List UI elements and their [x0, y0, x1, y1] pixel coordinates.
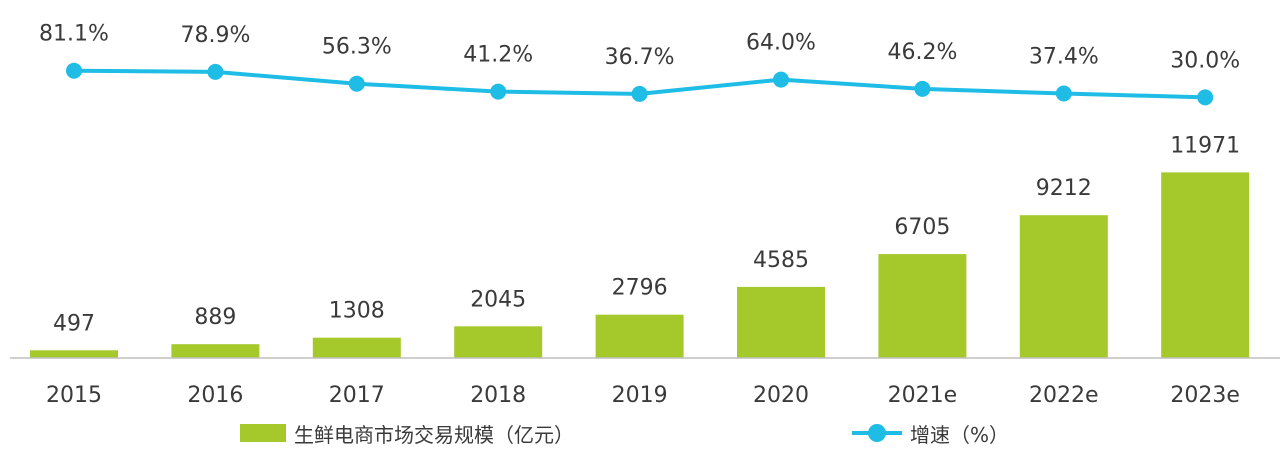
x-tick-label-2021e: 2021e [888, 383, 958, 408]
bar-value-labels: 497 889 1308 2045 2796 4585 6705 9212 11971 [53, 133, 1240, 336]
bar-value-label-2018: 2045 [470, 287, 526, 312]
bar-2017 [312, 337, 401, 358]
x-tick-label-2015: 2015 [46, 383, 102, 408]
growth-point-2017 [348, 75, 365, 92]
x-tick-label-2023e: 2023e [1170, 383, 1240, 408]
bar-2020 [737, 286, 825, 358]
growth-value-label-2022e: 37.4% [1029, 45, 1099, 70]
x-tick-label-2018: 2018 [470, 383, 526, 408]
growth-line-group [66, 62, 1214, 106]
growth-point-2023e [1197, 89, 1214, 106]
growth-point-2022e [1055, 85, 1072, 102]
legend-bar-swatch [240, 424, 286, 442]
bar-2015 [30, 350, 118, 358]
growth-value-label-2015: 81.1% [39, 22, 109, 47]
growth-value-label-2017: 56.3% [322, 35, 392, 60]
bar-value-label-2019: 2796 [612, 276, 668, 301]
x-tick-label-2020: 2020 [753, 383, 809, 408]
growth-point-2019 [631, 85, 648, 102]
growth-point-2021e [914, 80, 931, 97]
bar-2019 [595, 314, 684, 358]
growth-value-label-2020: 64.0% [746, 31, 816, 56]
bar-2018 [454, 326, 543, 358]
legend-bar-label: 生鲜电商市场交易规模（亿元） [294, 422, 574, 447]
bar-value-label-2022e: 9212 [1036, 176, 1092, 201]
x-tick-label-2017: 2017 [329, 383, 385, 408]
legend-line: 增速（%） [852, 418, 1009, 448]
growth-point-2018 [490, 83, 507, 100]
bar-value-label-2017: 1308 [329, 299, 385, 324]
growth-point-2015 [66, 62, 82, 79]
growth-value-label-2018: 41.2% [463, 43, 533, 68]
growth-value-label-2016: 78.9% [180, 23, 250, 48]
bar-2022e [1019, 215, 1108, 358]
growth-value-labels: 81.1% 78.9% 56.3% 41.2% 36.7% 64.0% 46.2% 37.4%… [39, 22, 1240, 74]
bar-value-label-2021e: 6705 [894, 215, 950, 240]
growth-point-2016 [207, 63, 224, 80]
legend-bar: 生鲜电商市场交易规模（亿元） [240, 418, 574, 448]
x-tick-label-2022e: 2022e [1029, 383, 1099, 408]
x-tick-label-2019: 2019 [612, 383, 668, 408]
bar-value-label-2015: 497 [53, 311, 95, 336]
x-tick-labels: 2015 2016 2017 2018 2019 2020 2021e 2022e 2023e [46, 383, 1240, 408]
growth-point-2020 [773, 71, 789, 88]
growth-value-label-2019: 36.7% [605, 45, 675, 70]
bar-2016 [171, 344, 260, 358]
growth-value-label-2021e: 46.2% [887, 40, 957, 65]
bar-2021e [878, 254, 967, 358]
bar-value-label-2016: 889 [194, 305, 236, 330]
bar-2023e [1161, 172, 1250, 358]
x-tick-label-2016: 2016 [187, 383, 243, 408]
legend-line-swatch [852, 424, 902, 442]
bars-group [30, 172, 1250, 358]
legend-line-label: 增速（%） [910, 422, 1010, 447]
bar-value-label-2020: 4585 [753, 248, 809, 273]
growth-value-label-2023e: 30.0% [1170, 48, 1240, 73]
bar-value-label-2023e: 11971 [1170, 133, 1240, 158]
